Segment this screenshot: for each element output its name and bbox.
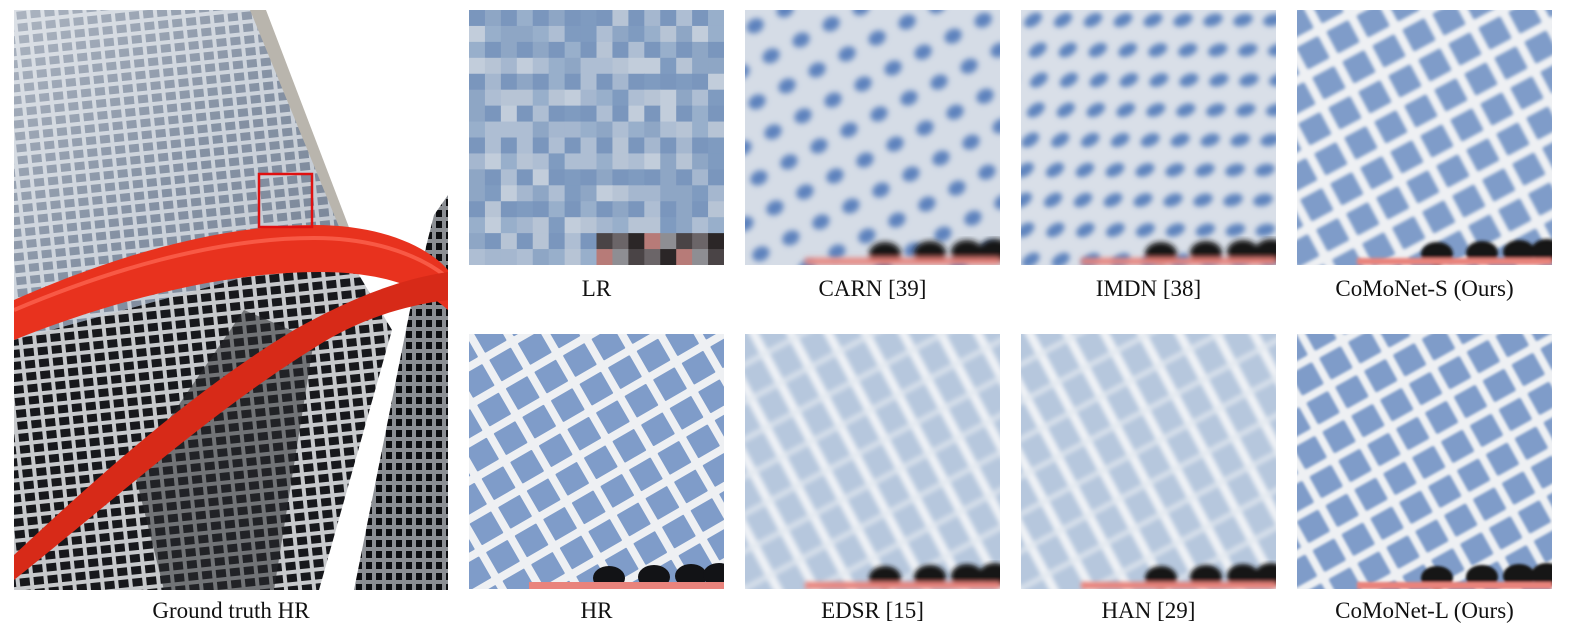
crop-image-hr — [469, 334, 724, 589]
crop-caption-carn: CARN [39] — [818, 276, 927, 301]
crop-carn — [745, 10, 1000, 265]
crop-comonet-l — [1297, 334, 1552, 589]
crop-hr — [469, 334, 724, 589]
crop-caption-han: HAN [29] — [1101, 598, 1196, 623]
crop-image-comonet-s — [1297, 10, 1552, 265]
building-photo — [14, 10, 448, 590]
crop-caption-hr: HR — [580, 598, 613, 623]
crop-caption-edsr: EDSR [15] — [821, 598, 924, 623]
zoom-region-box — [257, 172, 314, 229]
crop-comonet-s — [1297, 10, 1552, 265]
crop-image-edsr — [745, 334, 1000, 589]
crop-image-imdn — [1021, 10, 1276, 265]
crop-caption-comonet-s: CoMoNet-S (Ours) — [1335, 276, 1514, 301]
crop-image-carn — [745, 10, 1000, 265]
crop-image-comonet-l — [1297, 334, 1552, 589]
crop-edsr — [745, 334, 1000, 589]
crop-caption-comonet-l: CoMoNet-L (Ours) — [1335, 598, 1514, 623]
ground-truth-image — [14, 10, 448, 590]
ground-truth-caption: Ground truth HR — [152, 598, 310, 623]
crop-han — [1021, 334, 1276, 589]
crop-imdn — [1021, 10, 1276, 265]
crop-caption-lr: LR — [581, 276, 612, 301]
crop-caption-imdn: IMDN [38] — [1095, 276, 1202, 301]
crop-lr — [469, 10, 724, 265]
crop-image-lr — [469, 10, 724, 265]
crop-image-han — [1021, 334, 1276, 589]
